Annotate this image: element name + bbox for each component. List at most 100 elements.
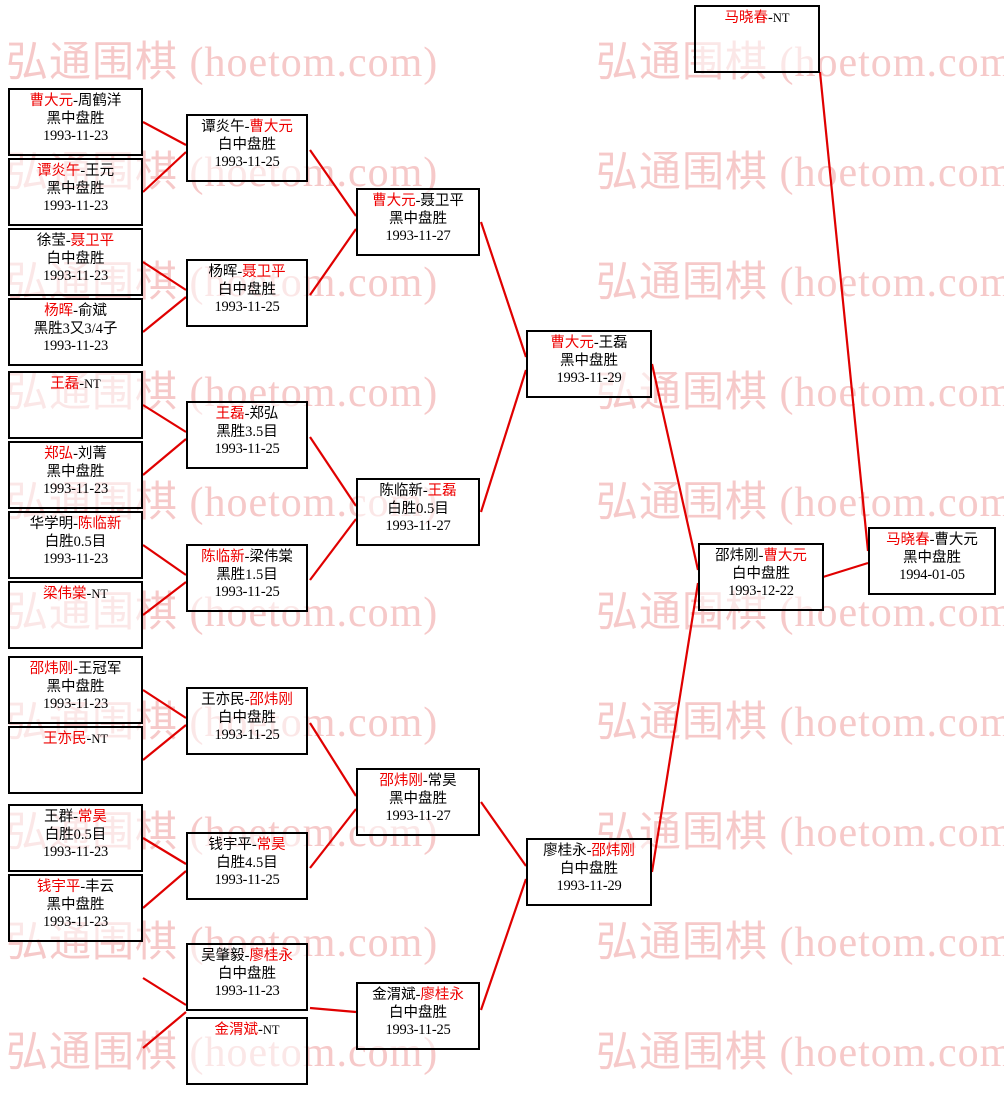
player-left: 王亦民	[42, 731, 87, 747]
connector	[142, 296, 187, 333]
match-box[interactable]: 华学明-陈临新 白胜0.5目 1993-11-23	[8, 511, 143, 579]
match-box[interactable]: 梁伟棠-NT	[8, 581, 143, 649]
match-result: 白中盘胜	[389, 1004, 447, 1021]
connector	[142, 121, 187, 146]
connector	[480, 801, 527, 867]
player-separator: -	[80, 163, 86, 179]
player-left: 杨晖	[44, 303, 74, 319]
match-box[interactable]: 曹大元-王磊 黑中盘胜 1993-11-29	[526, 330, 652, 398]
player-separator: -	[73, 93, 78, 109]
match-box[interactable]: 陈临新-王磊 白胜0.5目 1993-11-27	[356, 478, 480, 546]
player-separator: -	[593, 335, 599, 351]
player-separator: -	[422, 483, 428, 499]
match-players: 金渭斌-NT	[188, 1022, 306, 1040]
match-box[interactable]: 钱宇平-丰云 黑中盘胜 1993-11-23	[8, 874, 143, 942]
match-players: 邵炜刚-王冠军	[10, 661, 141, 679]
player-right: 王冠军	[77, 661, 122, 677]
match-players: 谭炎午-曹大元	[188, 119, 306, 137]
player-separator: -	[586, 843, 592, 859]
player-left: 华学明	[29, 516, 74, 532]
match-result: 黑胜3又3/4子	[33, 320, 118, 337]
match-box[interactable]: 钱宇平-常昊 白胜4.5目 1993-11-25	[186, 832, 308, 900]
match-box[interactable]: 马晓春-NT	[694, 5, 820, 73]
player-separator: -	[422, 773, 428, 789]
player-separator: -	[86, 586, 92, 602]
match-date: 1993-11-23	[42, 914, 109, 931]
match-box[interactable]: 金渭斌-NT	[186, 1017, 308, 1085]
connector	[650, 582, 700, 873]
match-players: 郑弘-刘菁	[10, 446, 141, 464]
match-box[interactable]: 陈临新-梁伟棠 黑胜1.5目 1993-11-25	[186, 544, 308, 612]
match-box[interactable]: 王亦民-NT	[8, 726, 143, 794]
match-box[interactable]: 郑弘-刘菁 黑中盘胜 1993-11-23	[8, 441, 143, 509]
match-date: 1993-11-23	[42, 128, 109, 145]
player-right: 聂卫平	[420, 193, 464, 209]
player-separator: -	[244, 692, 250, 708]
match-box[interactable]: 马晓春-曹大元 黑中盘胜 1994-01-05	[868, 527, 996, 595]
player-left: 金渭斌	[372, 987, 416, 1003]
player-separator: -	[73, 446, 78, 462]
match-date: 1993-11-29	[556, 370, 622, 387]
match-date: 1993-11-23	[42, 198, 109, 215]
match-date: 1993-11-23	[42, 481, 109, 498]
player-separator: -	[415, 987, 421, 1003]
match-date: 1993-11-25	[214, 727, 280, 744]
connector	[309, 518, 357, 581]
match-box[interactable]: 邵炜刚-常昊 黑中盘胜 1993-11-27	[356, 768, 480, 836]
match-date: 1993-11-25	[214, 872, 280, 889]
match-box[interactable]: 王群-常昊 白胜0.5目 1993-11-23	[8, 804, 143, 872]
match-result: 黑中盘胜	[46, 678, 105, 695]
player-left: 钱宇平	[208, 837, 252, 853]
player-right: 俞斌	[77, 303, 107, 319]
match-players: 邵炜刚-常昊	[358, 773, 478, 791]
match-date: 1993-11-23	[214, 983, 280, 1000]
match-players: 王磊-NT	[10, 376, 141, 394]
match-box[interactable]: 曹大元-周鹤洋 黑中盘胜 1993-11-23	[8, 88, 143, 156]
player-left: 谭炎午	[36, 163, 81, 179]
match-box[interactable]: 王亦民-邵炜刚 白中盘胜 1993-11-25	[186, 687, 308, 755]
player-separator: -	[73, 303, 78, 319]
match-result: 白中盘胜	[218, 136, 276, 153]
player-left: 陈临新	[379, 483, 423, 499]
match-players: 钱宇平-常昊	[188, 837, 306, 855]
match-date: 1993-11-23	[42, 268, 109, 285]
player-left: 马晓春	[886, 532, 930, 548]
connector	[309, 1006, 357, 1014]
connector	[142, 689, 187, 719]
match-box[interactable]: 廖桂永-邵炜刚 白中盘胜 1993-11-29	[526, 838, 652, 906]
match-box[interactable]: 王磊-郑弘 黑胜3.5目 1993-11-25	[186, 401, 308, 469]
connector	[142, 404, 187, 433]
match-box[interactable]: 金渭斌-廖桂永 白中盘胜 1993-11-25	[356, 982, 480, 1050]
player-separator: -	[73, 809, 78, 825]
match-date: 1993-11-23	[42, 844, 109, 861]
player-separator: -	[73, 661, 78, 677]
player-left: 梁伟棠	[42, 586, 87, 602]
match-players: 华学明-陈临新	[10, 516, 141, 534]
player-right: 曹大元	[934, 532, 978, 548]
match-box[interactable]: 徐莹-聂卫平 白中盘胜 1993-11-23	[8, 228, 143, 296]
match-box[interactable]: 杨晖-俞斌 黑胜3又3/4子 1993-11-23	[8, 298, 143, 366]
match-box[interactable]: 邵炜刚-王冠军 黑中盘胜 1993-11-23	[8, 656, 143, 724]
match-box[interactable]: 曹大元-聂卫平 黑中盘胜 1993-11-27	[356, 188, 480, 256]
match-players: 徐莹-聂卫平	[10, 233, 141, 251]
match-box[interactable]: 杨晖-聂卫平 白中盘胜 1993-11-25	[186, 259, 308, 327]
match-result: 白中盘胜	[218, 709, 276, 726]
player-right: 常昊	[427, 773, 457, 789]
match-players: 谭炎午-王元	[10, 163, 141, 181]
match-box[interactable]: 王磊-NT	[8, 371, 143, 439]
player-right: 曹大元	[763, 548, 807, 564]
match-result: 黑中盘胜	[46, 110, 105, 127]
match-result: 黑中盘胜	[389, 790, 447, 807]
player-right: 王磊	[427, 483, 457, 499]
match-date: 1993-12-22	[728, 583, 794, 600]
player-separator: -	[73, 516, 78, 532]
player-right: NT	[91, 587, 108, 601]
match-box[interactable]: 谭炎午-曹大元 白中盘胜 1993-11-25	[186, 114, 308, 182]
player-separator: -	[767, 10, 773, 26]
match-players: 杨晖-俞斌	[10, 303, 141, 321]
match-box[interactable]: 邵炜刚-曹大元 白中盘胜 1993-12-22	[698, 543, 824, 611]
match-box[interactable]: 谭炎午-王元 黑中盘胜 1993-11-23	[8, 158, 143, 226]
match-box[interactable]: 吴肇毅-廖桂永 白中盘胜 1993-11-23	[186, 943, 308, 1011]
player-left: 廖桂永	[543, 843, 587, 859]
